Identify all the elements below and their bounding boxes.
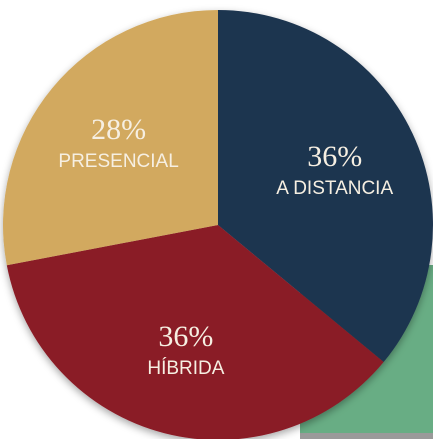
decoration-shadow [300,430,433,439]
pie-slice [218,10,433,363]
value-label: 28% [91,113,146,146]
slice-label: A DISTANCIA [276,178,393,199]
pie [2,10,433,439]
value-label: 36% [307,140,362,173]
slice-label: PRESENCIAL [58,151,178,172]
value-label: 36% [158,320,213,353]
slice-label: HÍBRIDA [147,358,224,379]
pie-slice [6,225,384,439]
labels: 36% A DISTANCIA 36% HÍBRIDA 28% PRESENCIAL [58,113,393,379]
pie-slice [2,10,219,266]
